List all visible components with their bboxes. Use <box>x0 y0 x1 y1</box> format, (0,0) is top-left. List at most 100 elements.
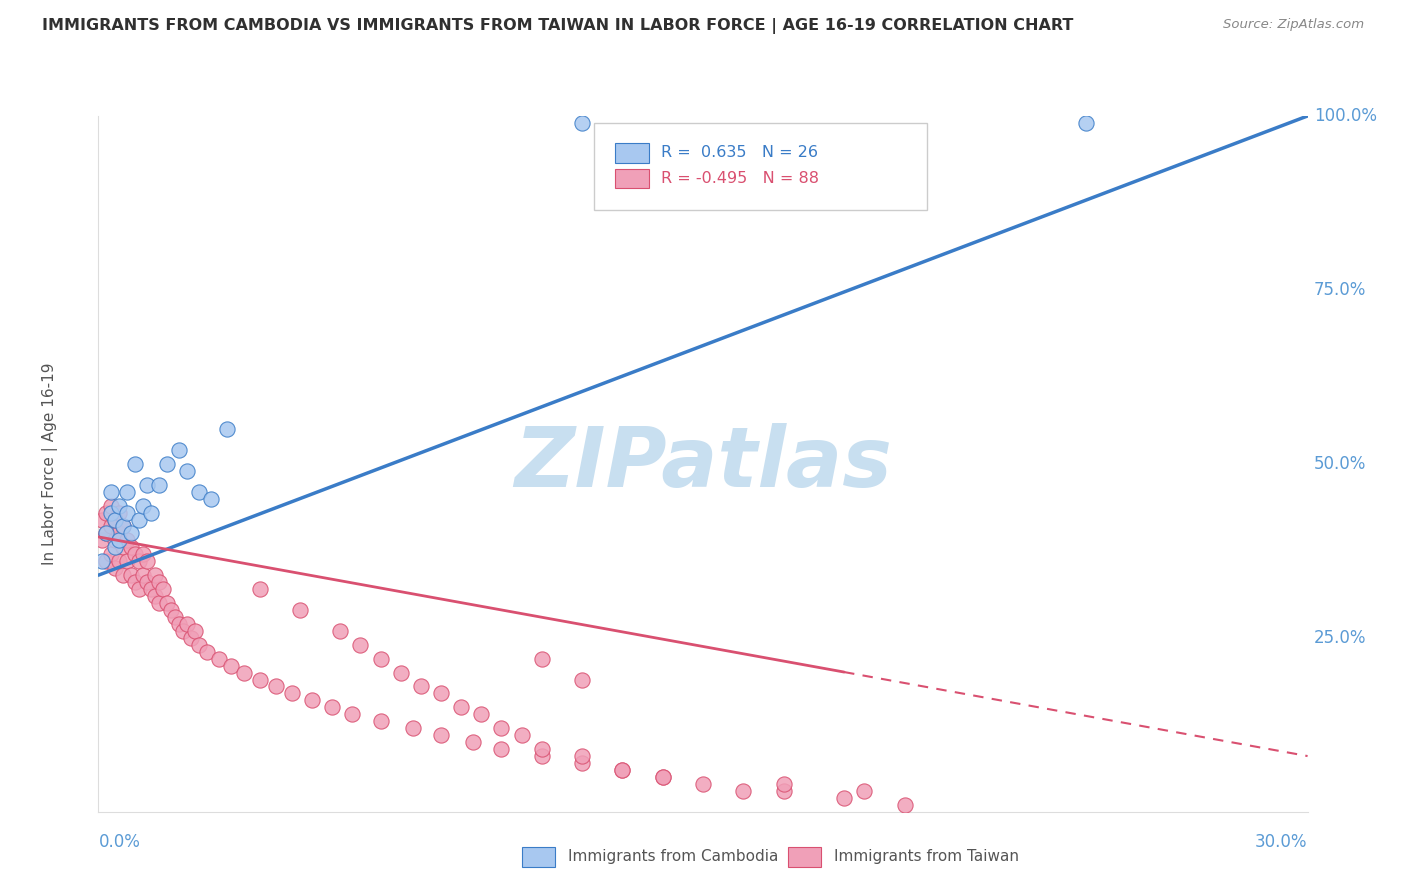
Text: 75.0%: 75.0% <box>1313 281 1367 299</box>
Point <box>128 554 150 568</box>
Point <box>200 491 222 506</box>
Point <box>180 631 202 645</box>
Point <box>111 568 134 582</box>
Point <box>107 506 129 520</box>
Point <box>281 686 304 700</box>
Point <box>491 742 513 756</box>
Point <box>232 665 254 680</box>
Point <box>893 797 915 812</box>
Point <box>264 680 287 694</box>
Text: ZIPatlas: ZIPatlas <box>515 424 891 504</box>
Point <box>530 749 553 764</box>
Point <box>111 519 134 533</box>
Point <box>139 506 162 520</box>
Point <box>111 519 134 533</box>
Text: 30.0%: 30.0% <box>1256 832 1308 851</box>
Text: Immigrants from Taiwan: Immigrants from Taiwan <box>834 849 1018 864</box>
Point <box>152 582 174 596</box>
Point <box>128 582 150 596</box>
Point <box>135 575 157 590</box>
Bar <box>522 847 555 867</box>
Point <box>772 777 794 791</box>
Point <box>124 547 146 561</box>
Point <box>103 561 125 575</box>
Point <box>148 596 170 610</box>
Point <box>132 547 155 561</box>
Point <box>195 645 218 659</box>
Point <box>349 638 371 652</box>
Point <box>143 568 166 582</box>
Point <box>156 596 179 610</box>
Point <box>733 784 755 798</box>
Point <box>342 707 364 722</box>
Point <box>143 589 166 603</box>
Point <box>167 616 190 631</box>
Point <box>389 665 412 680</box>
Point <box>115 554 138 568</box>
Point <box>853 784 876 798</box>
Point <box>450 700 472 714</box>
Point <box>100 519 122 533</box>
Point <box>217 422 239 436</box>
Point <box>148 575 170 590</box>
Point <box>301 693 323 707</box>
Point <box>651 770 673 784</box>
Text: Source: ZipAtlas.com: Source: ZipAtlas.com <box>1223 18 1364 31</box>
Point <box>430 728 453 742</box>
Text: In Labor Force | Age 16-19: In Labor Force | Age 16-19 <box>42 362 58 566</box>
Point <box>91 554 114 568</box>
Point <box>91 512 114 526</box>
Point <box>402 721 425 735</box>
Point <box>491 721 513 735</box>
Point <box>249 673 271 687</box>
Text: Immigrants from Cambodia: Immigrants from Cambodia <box>568 849 778 864</box>
Point <box>329 624 352 638</box>
Point <box>120 526 142 541</box>
Bar <box>787 847 821 867</box>
Point <box>163 610 186 624</box>
Point <box>156 457 179 471</box>
Text: IMMIGRANTS FROM CAMBODIA VS IMMIGRANTS FROM TAIWAN IN LABOR FORCE | AGE 16-19 CO: IMMIGRANTS FROM CAMBODIA VS IMMIGRANTS F… <box>42 18 1074 34</box>
Text: 25.0%: 25.0% <box>1313 629 1367 647</box>
Point <box>91 533 114 548</box>
Point <box>135 477 157 491</box>
Point <box>772 784 794 798</box>
Point <box>96 506 118 520</box>
Point <box>571 749 593 764</box>
Point <box>530 742 553 756</box>
Point <box>107 499 129 513</box>
Point <box>321 700 343 714</box>
Point <box>124 457 146 471</box>
Point <box>120 541 142 555</box>
Point <box>176 616 198 631</box>
Point <box>172 624 194 638</box>
Point <box>107 554 129 568</box>
Point <box>571 756 593 770</box>
Point <box>115 484 138 499</box>
Point <box>167 442 190 457</box>
Point <box>463 735 485 749</box>
Point <box>409 680 432 694</box>
Point <box>115 533 138 548</box>
Point <box>103 512 125 526</box>
Point <box>96 554 118 568</box>
Bar <box>614 169 648 188</box>
Point <box>107 533 129 548</box>
Point <box>128 512 150 526</box>
Bar <box>614 143 648 162</box>
Point <box>1074 116 1097 130</box>
Point <box>160 603 183 617</box>
Point <box>148 477 170 491</box>
Point <box>100 499 122 513</box>
Point <box>184 624 207 638</box>
Point <box>612 763 634 777</box>
Point <box>100 484 122 499</box>
Point <box>135 554 157 568</box>
Text: 50.0%: 50.0% <box>1313 455 1367 473</box>
Point <box>370 651 392 665</box>
Point <box>176 464 198 478</box>
Point <box>120 568 142 582</box>
Text: R = -0.495   N = 88: R = -0.495 N = 88 <box>661 171 818 186</box>
Point <box>103 541 125 555</box>
Point <box>111 541 134 555</box>
